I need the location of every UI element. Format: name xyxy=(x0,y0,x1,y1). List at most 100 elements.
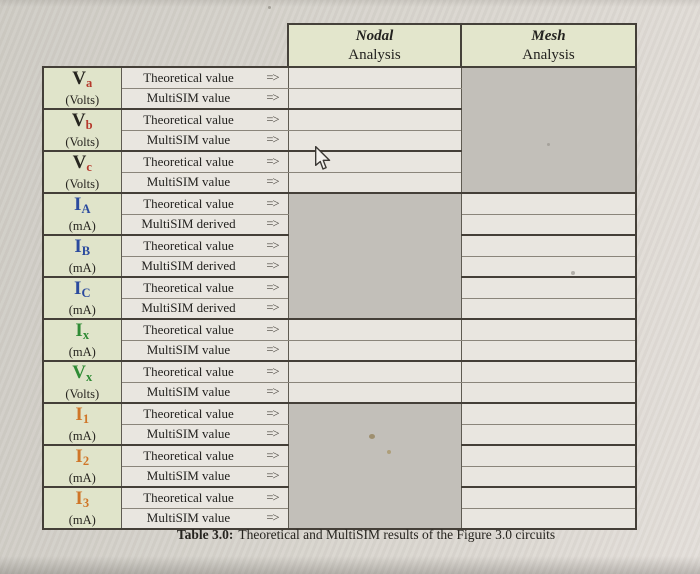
entry-type-cell: Theoretical value => xyxy=(120,192,289,215)
entry-type-cell: MultiSIM value => xyxy=(120,171,289,194)
mesh-value-cell[interactable] xyxy=(460,381,637,404)
table-row: IA (mA) Theoretical value => xyxy=(42,192,637,320)
quantity-symbol: I1 xyxy=(75,404,90,426)
arrow-symbol: => xyxy=(266,90,279,105)
table-row: I2 (mA) Theoretical value => xyxy=(42,444,637,488)
nodal-value-cell[interactable] xyxy=(287,318,462,341)
table-row: MultiSIM value => xyxy=(43,171,636,194)
nodal-value-cell[interactable] xyxy=(287,150,462,173)
nodal-shaded-block xyxy=(287,402,462,530)
row-label-ia: IA (mA) xyxy=(42,192,122,236)
table-row: IB (mA) Theoretical value => xyxy=(42,234,637,278)
arrow-symbol: => xyxy=(266,300,279,315)
arrow-symbol: => xyxy=(266,468,279,483)
photo-speck xyxy=(268,6,271,9)
arrow-symbol: => xyxy=(266,196,279,211)
nodal-value-cell[interactable] xyxy=(287,87,462,110)
entry-type-cell: Theoretical value => xyxy=(120,234,289,257)
table-caption: Table 3.0: Theoretical and MultiSIM resul… xyxy=(60,527,672,543)
mesh-value-cell[interactable] xyxy=(460,255,637,278)
row-label-vc: Vc (Volts) xyxy=(42,150,122,194)
entry-type-cell: Theoretical value => xyxy=(120,108,289,131)
arrow-symbol: => xyxy=(266,238,279,253)
mesh-value-cell[interactable] xyxy=(460,444,637,467)
row-label-i2: I2 (mA) xyxy=(42,444,122,488)
column-header-mesh: Mesh Analysis xyxy=(460,23,637,68)
nodal-value-cell[interactable] xyxy=(287,66,462,89)
quantity-unit: (mA) xyxy=(68,303,96,317)
arrow-symbol: => xyxy=(266,342,279,357)
nodal-shaded-block xyxy=(287,192,462,320)
quantity-unit: (Volts) xyxy=(65,387,100,401)
table-row: Vx (Volts) Theoretical value => xyxy=(42,360,637,404)
column-header-nodal: Nodal Analysis xyxy=(287,23,462,68)
table-row: MultiSIM derived => xyxy=(43,255,637,278)
arrow-symbol: => xyxy=(266,132,279,147)
nodal-value-cell[interactable] xyxy=(287,108,462,131)
table-row: Vc (Volts) Theoretical value => xyxy=(42,150,636,194)
table-row: I3 (mA) Theoretical value => xyxy=(42,486,637,530)
mesh-value-cell[interactable] xyxy=(460,297,637,320)
entry-type-cell: Theoretical value => xyxy=(120,486,289,509)
mesh-value-cell[interactable] xyxy=(460,465,637,488)
mesh-value-cell[interactable] xyxy=(460,423,637,446)
arrow-symbol: => xyxy=(266,70,279,85)
arrow-symbol: => xyxy=(266,322,279,337)
entry-type-cell: MultiSIM derived => xyxy=(120,297,289,320)
table-row: MultiSIM value => xyxy=(43,381,637,404)
entry-type-cell: MultiSIM value => xyxy=(120,381,289,404)
row-label-vb: Vb (Volts) xyxy=(42,108,122,152)
mesh-value-cell[interactable] xyxy=(460,339,637,362)
mesh-value-cell[interactable] xyxy=(460,486,637,509)
quantity-symbol: Vx xyxy=(72,362,93,384)
table-row: MultiSIM value => xyxy=(43,87,636,110)
arrow-symbol: => xyxy=(266,258,279,273)
table-row: MultiSIM value => xyxy=(43,423,637,446)
mesh-value-cell[interactable] xyxy=(460,276,637,299)
header-row: Nodal Analysis Mesh Analysis xyxy=(43,23,637,68)
mesh-value-cell[interactable] xyxy=(460,402,637,425)
row-label-va: Va (Volts) xyxy=(42,66,122,110)
mesh-value-cell[interactable] xyxy=(460,234,637,257)
table-row: MultiSIM derived => xyxy=(43,213,637,236)
quantity-unit: (mA) xyxy=(68,429,96,443)
arrow-symbol: => xyxy=(266,216,279,231)
results-table: Nodal Analysis Mesh Analysis Va (Volts) … xyxy=(42,23,637,530)
nodal-value-cell[interactable] xyxy=(287,339,462,362)
entry-type-cell: Theoretical value => xyxy=(120,318,289,341)
quantity-symbol: Va xyxy=(72,68,93,90)
arrow-symbol: => xyxy=(266,154,279,169)
row-label-i1: I1 (mA) xyxy=(42,402,122,446)
nodal-value-cell[interactable] xyxy=(287,381,462,404)
quantity-symbol: Vb xyxy=(71,110,93,132)
quantity-unit: (mA) xyxy=(68,261,96,275)
arrow-symbol: => xyxy=(266,426,279,441)
table-row: Ix (mA) Theoretical value => xyxy=(42,318,637,362)
quantity-symbol: I2 xyxy=(75,446,90,468)
entry-type-cell: Theoretical value => xyxy=(120,360,289,383)
entry-type-cell: MultiSIM derived => xyxy=(120,213,289,236)
table-row: Va (Volts) Theoretical value => xyxy=(42,66,637,194)
quantity-unit: (mA) xyxy=(68,513,96,527)
mesh-value-cell[interactable] xyxy=(460,192,637,215)
row-label-ic: IC (mA) xyxy=(42,276,122,320)
mesh-value-cell[interactable] xyxy=(460,213,637,236)
mouse-cursor-icon xyxy=(315,146,331,170)
arrow-symbol: => xyxy=(266,448,279,463)
nodal-value-cell[interactable] xyxy=(287,171,462,194)
quantity-unit: (Volts) xyxy=(65,177,100,191)
table-row: IC (mA) Theoretical value => xyxy=(42,276,637,320)
table-row: I1 (mA) Theoretical value => xyxy=(42,402,637,530)
quantity-unit: (mA) xyxy=(68,471,96,485)
entry-type-cell: MultiSIM derived => xyxy=(120,255,289,278)
row-label-i3: I3 (mA) xyxy=(42,486,122,530)
mesh-value-cell[interactable] xyxy=(460,318,637,341)
row-label-vx: Vx (Volts) xyxy=(42,360,122,404)
quantity-symbol: IC xyxy=(74,278,91,300)
nodal-value-cell[interactable] xyxy=(287,360,462,383)
quantity-symbol: Ix xyxy=(75,320,90,342)
mesh-value-cell[interactable] xyxy=(460,360,637,383)
entry-type-cell: Theoretical value => xyxy=(120,276,289,299)
mesh-value-cell[interactable] xyxy=(460,507,637,530)
quantity-symbol: Vc xyxy=(72,152,92,174)
